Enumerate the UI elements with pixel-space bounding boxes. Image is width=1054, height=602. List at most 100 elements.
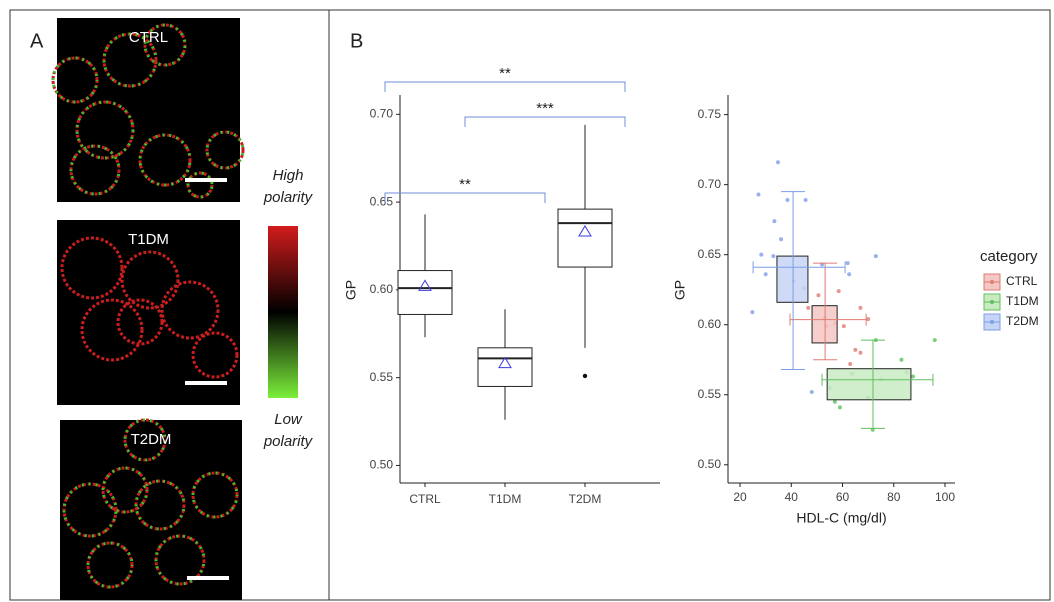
image-label: T2DM <box>131 431 172 448</box>
point <box>899 357 904 362</box>
y-tick-label: 0.55 <box>370 370 394 384</box>
cell <box>86 541 134 589</box>
micrograph <box>60 420 242 600</box>
colorbar-label: High <box>273 167 304 184</box>
panel-label: B <box>350 30 363 52</box>
y-tick-label: 0.50 <box>698 457 722 471</box>
cell <box>191 471 239 519</box>
mean-marker <box>418 279 432 291</box>
y-tick-label: 0.70 <box>370 106 394 120</box>
point <box>836 289 841 294</box>
y-tick-label: 0.75 <box>698 107 722 121</box>
point <box>832 399 837 404</box>
point <box>771 254 776 259</box>
point <box>910 374 915 379</box>
cell <box>51 56 99 104</box>
point <box>779 237 784 242</box>
y-axis-label: GP <box>343 280 359 300</box>
x-tick-label: 60 <box>836 490 850 504</box>
colorbar-label: Low <box>274 411 303 428</box>
box <box>826 368 912 401</box>
x-tick-label: 40 <box>785 490 799 504</box>
x-axis-label: HDL-C (mg/dl) <box>796 510 886 526</box>
cell <box>120 250 180 310</box>
cell <box>75 100 135 160</box>
significance-label: ** <box>499 65 511 82</box>
frame <box>9 9 1051 601</box>
point <box>816 293 821 298</box>
point <box>803 198 808 203</box>
cell <box>143 23 187 67</box>
y-tick-label: 0.55 <box>698 387 722 401</box>
point <box>785 198 790 203</box>
cell <box>138 133 192 187</box>
cell <box>154 534 206 586</box>
y-tick-label: 0.65 <box>698 247 722 261</box>
mean-marker <box>578 224 592 237</box>
significance-bracket <box>384 192 546 203</box>
cell <box>205 130 245 170</box>
point <box>750 310 755 315</box>
cell <box>186 171 214 199</box>
cell <box>69 144 121 196</box>
y-tick-label: 0.65 <box>370 194 394 208</box>
point <box>858 305 863 310</box>
point <box>759 252 764 257</box>
mean-marker <box>498 356 512 369</box>
legend-key <box>990 320 994 324</box>
cell <box>60 236 124 300</box>
point <box>772 219 777 224</box>
point <box>866 317 871 322</box>
colorbar-label: polarity <box>263 189 314 206</box>
point <box>853 347 858 352</box>
point <box>806 305 811 310</box>
image-label: T1DM <box>128 231 169 248</box>
cell <box>80 298 144 362</box>
x-tick-label: 20 <box>733 490 747 504</box>
y-axis-label: GP <box>672 280 688 300</box>
point <box>841 324 846 329</box>
point <box>809 389 814 394</box>
significance-bracket <box>384 81 626 92</box>
panel-label: A <box>30 30 44 52</box>
y-tick-label: 0.60 <box>370 282 394 296</box>
point <box>763 272 768 277</box>
cell <box>123 418 167 462</box>
legend-key <box>990 300 994 304</box>
point <box>756 192 761 197</box>
cell <box>69 144 121 196</box>
outlier <box>582 373 588 379</box>
cell <box>134 479 186 531</box>
point <box>847 272 852 277</box>
y-tick-label: 0.50 <box>370 458 394 472</box>
colorbar <box>268 226 298 398</box>
scale-bar <box>187 576 229 580</box>
cell <box>143 23 187 67</box>
cell <box>134 479 186 531</box>
cell <box>160 280 220 340</box>
scale-bar <box>185 381 227 385</box>
significance-bracket <box>464 116 626 127</box>
significance-label: *** <box>536 100 554 117</box>
x-tick-label: 80 <box>887 490 901 504</box>
image-label: CTRL <box>129 29 168 46</box>
cell <box>116 298 164 346</box>
box <box>811 305 838 344</box>
x-tick-label: T1DM <box>489 492 522 506</box>
x-tick-label: 100 <box>935 490 955 504</box>
point <box>873 254 878 259</box>
legend-label: T2DM <box>1006 314 1039 328</box>
legend-label: T1DM <box>1006 294 1039 308</box>
x-tick-label: T2DM <box>569 492 602 506</box>
point <box>932 338 937 343</box>
point <box>837 405 842 410</box>
x-tick-label: CTRL <box>409 492 441 506</box>
cell <box>138 133 192 187</box>
cell <box>62 482 118 538</box>
legend-label: CTRL <box>1006 274 1038 288</box>
box <box>397 270 453 315</box>
cell <box>101 466 149 514</box>
scale-bar <box>185 178 227 182</box>
cell <box>123 418 167 462</box>
